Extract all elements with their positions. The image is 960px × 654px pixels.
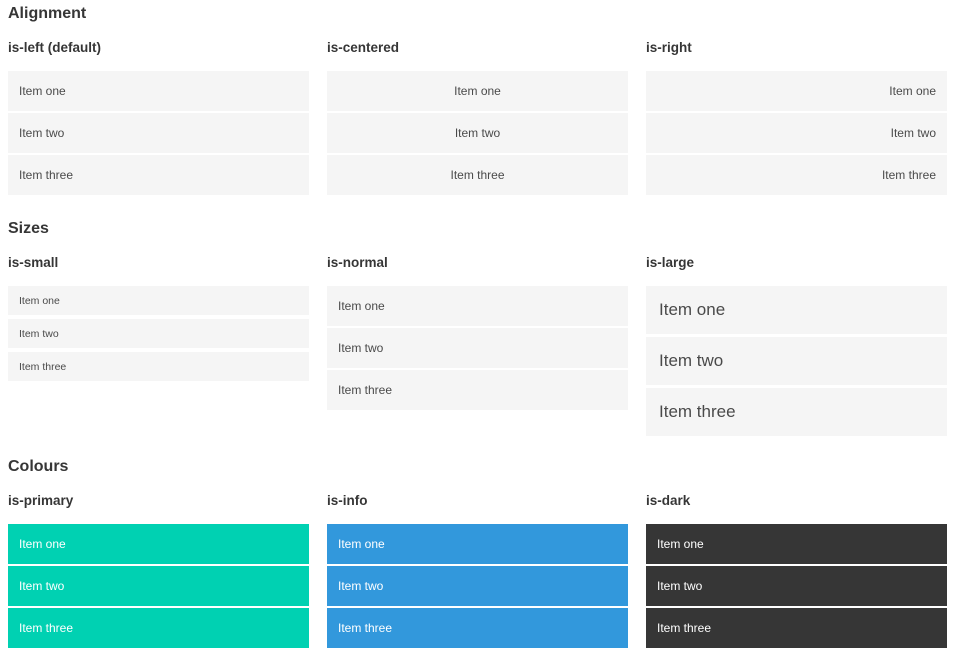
group-label-is-info: is-info	[327, 493, 368, 508]
group-is-dark: is-dark Item one Item two Item three	[646, 493, 947, 650]
group-is-right: is-right Item one Item two Item three	[646, 40, 947, 197]
list-item[interactable]: Item three	[646, 388, 947, 436]
list-item[interactable]: Item one	[327, 71, 628, 111]
list-component-demo-page: Alignment is-left (default) Item one Ite…	[8, 4, 947, 650]
group-label-is-small: is-small	[8, 255, 59, 270]
list-is-normal: Item one Item two Item three	[327, 286, 628, 410]
group-label-is-left: is-left (default)	[8, 40, 101, 55]
list-is-dark: Item one Item two Item three	[646, 524, 947, 648]
list-item[interactable]: Item three	[327, 608, 628, 648]
colours-grid: is-primary Item one Item two Item three …	[8, 493, 947, 650]
list-item[interactable]: Item one	[8, 286, 309, 315]
list-item[interactable]: Item one	[327, 524, 628, 564]
section-title-sizes: Sizes	[8, 220, 49, 237]
list-is-centered: Item one Item two Item three	[327, 71, 628, 195]
list-is-info: Item one Item two Item three	[327, 524, 628, 648]
list-item[interactable]: Item two	[8, 113, 309, 153]
list-is-primary: Item one Item two Item three	[8, 524, 309, 648]
group-is-small: is-small Item one Item two Item three	[8, 255, 309, 385]
list-item[interactable]: Item two	[646, 337, 947, 385]
group-is-primary: is-primary Item one Item two Item three	[8, 493, 309, 650]
group-is-centered: is-centered Item one Item two Item three	[327, 40, 628, 197]
group-is-large: is-large Item one Item two Item three	[646, 255, 947, 439]
list-is-right: Item one Item two Item three	[646, 71, 947, 195]
list-item[interactable]: Item three	[8, 352, 309, 381]
list-item[interactable]: Item two	[327, 113, 628, 153]
list-is-left: Item one Item two Item three	[8, 71, 309, 195]
list-item[interactable]: Item two	[646, 113, 947, 153]
list-item[interactable]: Item two	[646, 566, 947, 606]
group-is-info: is-info Item one Item two Item three	[327, 493, 628, 650]
list-is-small: Item one Item two Item three	[8, 286, 309, 381]
group-is-normal: is-normal Item one Item two Item three	[327, 255, 628, 412]
list-item[interactable]: Item three	[8, 155, 309, 195]
group-label-is-normal: is-normal	[327, 255, 388, 270]
group-label-is-dark: is-dark	[646, 493, 691, 508]
list-item[interactable]: Item three	[646, 608, 947, 648]
list-item[interactable]: Item three	[327, 155, 628, 195]
section-title-colours: Colours	[8, 458, 69, 475]
group-label-is-centered: is-centered	[327, 40, 400, 55]
list-item[interactable]: Item three	[8, 608, 309, 648]
group-label-is-right: is-right	[646, 40, 692, 55]
list-item[interactable]: Item one	[646, 524, 947, 564]
list-item[interactable]: Item two	[8, 566, 309, 606]
alignment-grid: is-left (default) Item one Item two Item…	[8, 40, 947, 197]
list-item[interactable]: Item two	[327, 328, 628, 368]
list-item[interactable]: Item two	[327, 566, 628, 606]
list-item[interactable]: Item three	[327, 370, 628, 410]
group-is-left: is-left (default) Item one Item two Item…	[8, 40, 309, 197]
list-item[interactable]: Item one	[8, 524, 309, 564]
list-item[interactable]: Item one	[327, 286, 628, 326]
sizes-grid: is-small Item one Item two Item three is…	[8, 255, 947, 439]
group-label-is-primary: is-primary	[8, 493, 74, 508]
group-label-is-large: is-large	[646, 255, 695, 270]
list-item[interactable]: Item three	[646, 155, 947, 195]
list-is-large: Item one Item two Item three	[646, 286, 947, 436]
list-item[interactable]: Item one	[646, 286, 947, 334]
section-title-alignment: Alignment	[8, 5, 87, 22]
list-item[interactable]: Item one	[8, 71, 309, 111]
list-item[interactable]: Item one	[646, 71, 947, 111]
list-item[interactable]: Item two	[8, 319, 309, 348]
